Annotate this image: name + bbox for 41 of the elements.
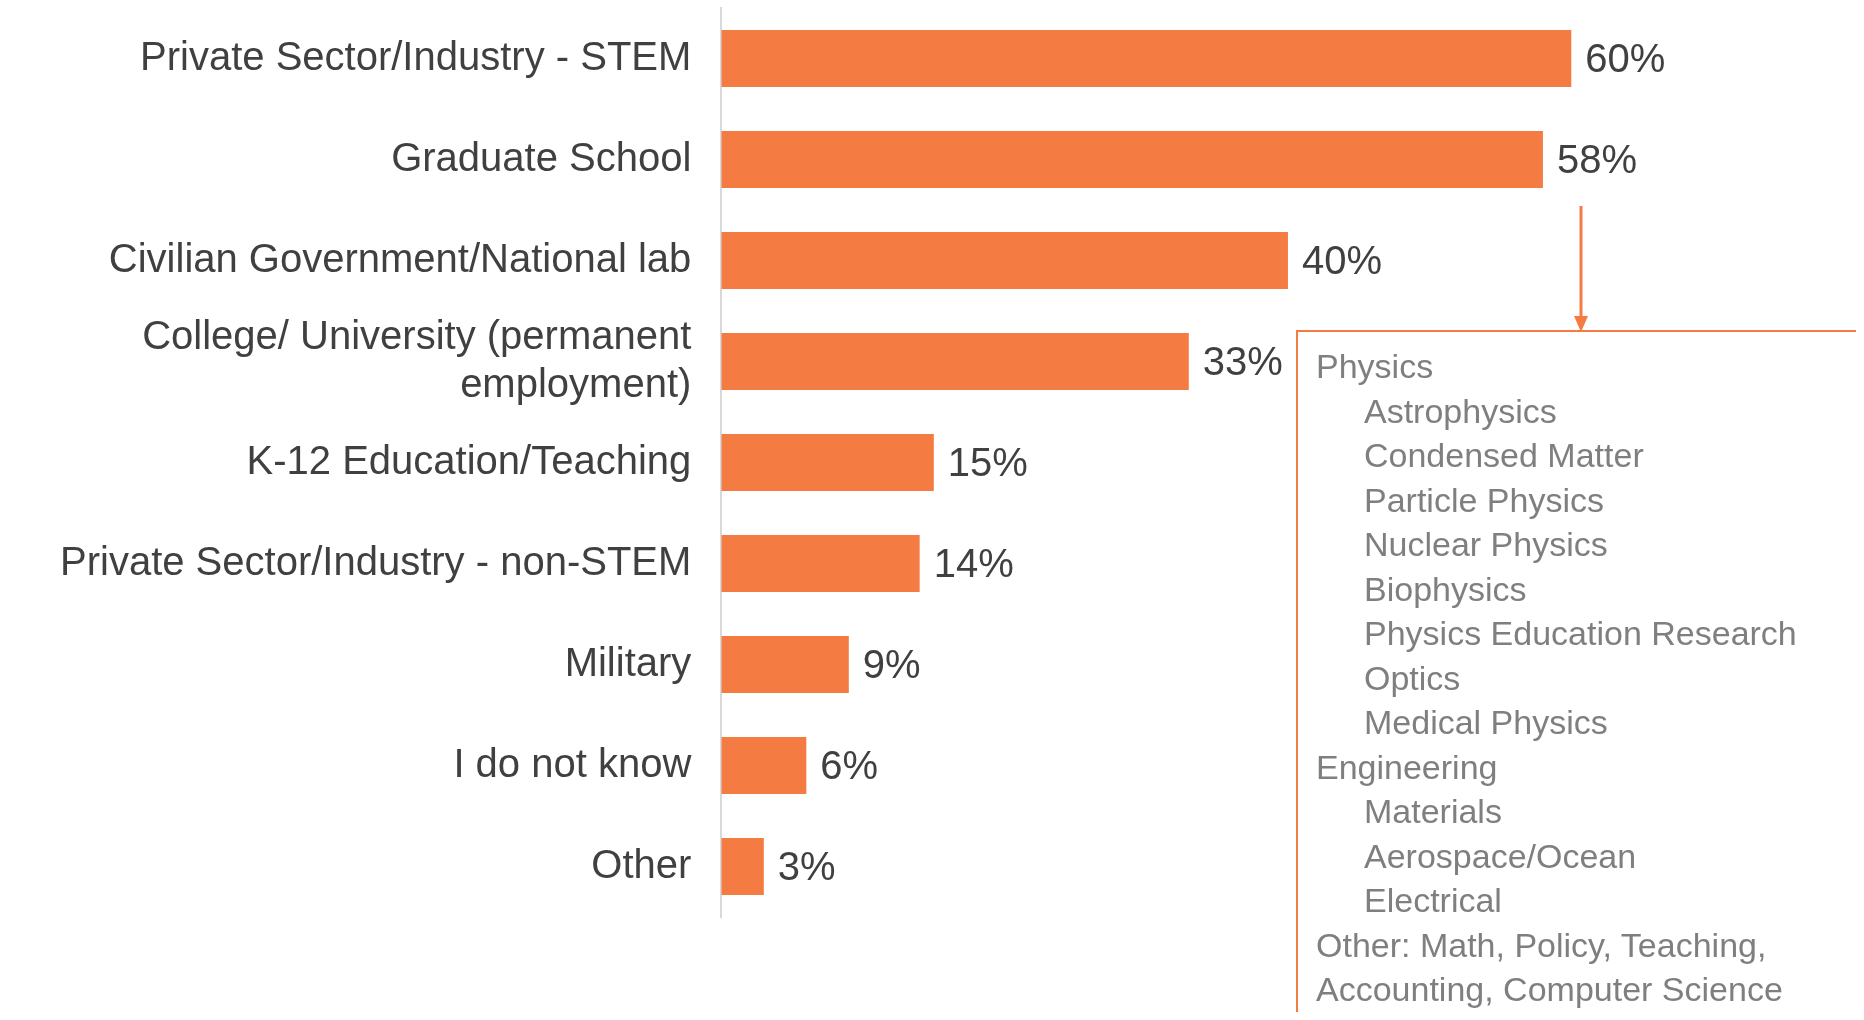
annotation: Optics [1363,657,1462,699]
bar [721,130,1543,189]
data-label: 60% [1585,35,1666,80]
bar [721,635,849,694]
annotation: Electrical [1363,880,1503,921]
bar [721,433,934,492]
annotation: Materials [1363,791,1503,832]
bar [721,29,1572,88]
y-tick-label: I do not know [453,740,692,785]
data-label: 33% [1202,338,1283,383]
y-tick-label: Other [591,841,692,886]
data-label: 3% [777,843,836,888]
annotation: Nuclear Physics [1363,524,1609,565]
text: Other: Math, Policy, Teaching, Accounting, Computer Science [1316,925,1783,1008]
annotation: Aerospace/Ocean [1363,835,1638,877]
y-tick-label: Graduate School [391,134,692,179]
annotation: Condensed Matter [1363,435,1645,476]
data-label: 15% [947,439,1028,484]
bar [721,837,764,896]
y-tick-label: K-12 Education/Teaching [246,437,692,482]
data-label: 9% [862,641,921,686]
data-label: 58% [1556,136,1637,181]
y-tick-label: Military [564,639,692,684]
annotation: Physics Education Research [1363,613,1798,654]
y-tick-label: Civilian Government/National lab [108,235,692,280]
bar [721,736,807,795]
data-label: 6% [820,742,879,787]
data-label: 40% [1301,237,1383,282]
y-tick-label: Private Sector/Industry - non-STEM [60,538,692,583]
bar [721,231,1288,290]
y-tick-label: Private Sector/Industry - STEM [140,33,692,78]
annotation: Medical Physics [1363,702,1609,743]
data-label: 14% [933,540,1014,585]
annotation: Biophysics [1363,568,1528,610]
annotation: Astrophysics [1363,390,1558,432]
y-tick-label: College/ University (permanent employment) [142,312,692,405]
annotation: Physics [1316,346,1435,387]
annotation: Particle Physics [1363,479,1605,521]
annotation: Engineering [1316,746,1499,788]
bar [721,534,920,593]
bar [721,332,1189,391]
